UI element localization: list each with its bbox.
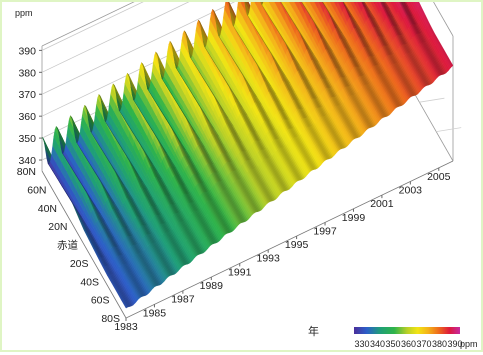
side-grid-line: [436, 128, 461, 132]
z-tick-label: 370: [18, 89, 36, 101]
z-tick-label: 350: [18, 133, 36, 145]
z-axis-label: ppm: [15, 8, 33, 18]
co2-surface: [42, 2, 453, 308]
side-grid-line: [419, 98, 444, 102]
z-tick-label: 360: [18, 111, 36, 123]
